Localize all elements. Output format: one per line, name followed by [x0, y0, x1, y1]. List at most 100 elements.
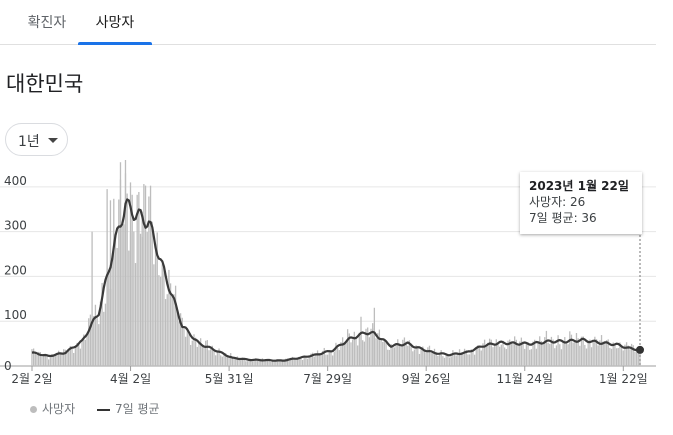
daily-bar: [325, 354, 327, 366]
daily-bar: [318, 353, 320, 366]
daily-bar: [392, 345, 394, 366]
daily-bar: [300, 357, 302, 366]
daily-bar: [574, 340, 576, 366]
daily-bar: [124, 173, 127, 366]
daily-bar: [415, 345, 417, 366]
daily-bar: [301, 359, 304, 366]
daily-bar: [116, 248, 118, 366]
daily-bar: [286, 358, 289, 366]
daily-bar: [510, 342, 512, 366]
daily-bar: [280, 359, 282, 366]
daily-bar: [241, 357, 244, 366]
daily-bar: [256, 359, 259, 366]
daily-bar: [504, 347, 506, 366]
daily-bar: [472, 350, 474, 366]
tab-confirmed-label: 확진자: [27, 15, 67, 31]
daily-bar: [220, 355, 222, 366]
daily-bar: [552, 339, 554, 366]
daily-bar: [79, 348, 82, 366]
daily-bar: [42, 355, 45, 366]
legend-line-icon: [96, 408, 110, 411]
legend-deaths: 사망자: [30, 400, 75, 417]
tooltip-date: 2023년 1월 22일: [529, 179, 629, 193]
daily-bar: [550, 336, 553, 366]
daily-bar: [32, 348, 35, 366]
daily-bar: [113, 198, 115, 366]
daily-bar: [203, 346, 205, 366]
daily-bar: [151, 221, 153, 366]
daily-bar: [303, 356, 305, 366]
daily-bar: [250, 359, 252, 366]
daily-bar: [453, 352, 456, 366]
daily-bar: [36, 354, 38, 366]
daily-bar: [589, 339, 591, 366]
daily-bar: [430, 352, 432, 366]
daily-bar: [535, 348, 538, 366]
daily-bar: [524, 348, 526, 366]
daily-bar: [71, 349, 73, 366]
daily-bar: [341, 337, 344, 366]
daily-bar: [590, 347, 593, 366]
daily-bar: [91, 231, 93, 366]
daily-bar: [133, 231, 135, 366]
daily-bar: [141, 211, 143, 366]
daily-bar: [412, 351, 414, 366]
daily-bar: [296, 358, 299, 366]
daily-bar: [164, 299, 167, 366]
daily-bar: [502, 340, 504, 366]
daily-bar: [58, 350, 60, 366]
tab-confirmed[interactable]: 확진자: [8, 10, 86, 44]
daily-bar: [562, 341, 564, 366]
daily-bar: [64, 349, 67, 366]
daily-bar: [488, 338, 491, 366]
daily-bar: [450, 356, 452, 366]
range-dropdown[interactable]: 1년: [5, 123, 68, 156]
daily-bar: [592, 341, 594, 366]
daily-bar: [149, 185, 152, 366]
daily-bar: [84, 339, 87, 366]
daily-bar: [534, 339, 536, 366]
daily-bar: [615, 348, 618, 366]
daily-bar: [594, 336, 596, 366]
daily-bar: [350, 342, 352, 366]
daily-bar: [86, 333, 88, 366]
daily-bar: [48, 359, 50, 366]
daily-bar: [210, 349, 212, 366]
daily-bar: [168, 269, 170, 366]
daily-bar: [517, 346, 519, 366]
daily-bar: [487, 342, 489, 366]
daily-bar: [315, 353, 317, 366]
daily-bar: [500, 344, 502, 366]
daily-bar: [448, 357, 451, 366]
daily-bar: [490, 339, 492, 366]
daily-bar: [525, 342, 528, 366]
daily-bar: [211, 345, 213, 366]
page-title: 대한민국: [6, 72, 84, 96]
daily-bar: [295, 360, 297, 366]
daily-bar: [266, 359, 269, 366]
daily-bar: [408, 340, 411, 366]
daily-bar: [290, 359, 292, 366]
daily-bar: [580, 336, 583, 366]
tab-deaths[interactable]: 사망자: [78, 10, 152, 45]
daily-bar: [179, 313, 182, 366]
daily-bar: [570, 334, 573, 366]
daily-bar: [442, 356, 444, 366]
daily-bar: [545, 330, 548, 366]
daily-bar: [418, 353, 421, 366]
daily-bar: [288, 359, 290, 366]
daily-bar: [383, 339, 386, 366]
daily-bar: [457, 352, 459, 366]
daily-bar: [514, 336, 516, 366]
daily-bar: [600, 335, 603, 366]
daily-bar: [205, 340, 207, 366]
daily-bar: [93, 316, 95, 366]
hover-marker: [636, 345, 644, 354]
daily-bar: [146, 232, 148, 366]
daily-bar: [343, 342, 345, 366]
daily-bar: [126, 193, 128, 366]
daily-bar: [455, 355, 457, 366]
y-tick-label: 100: [4, 308, 27, 322]
daily-bar: [367, 327, 369, 366]
daily-bar: [208, 350, 210, 366]
